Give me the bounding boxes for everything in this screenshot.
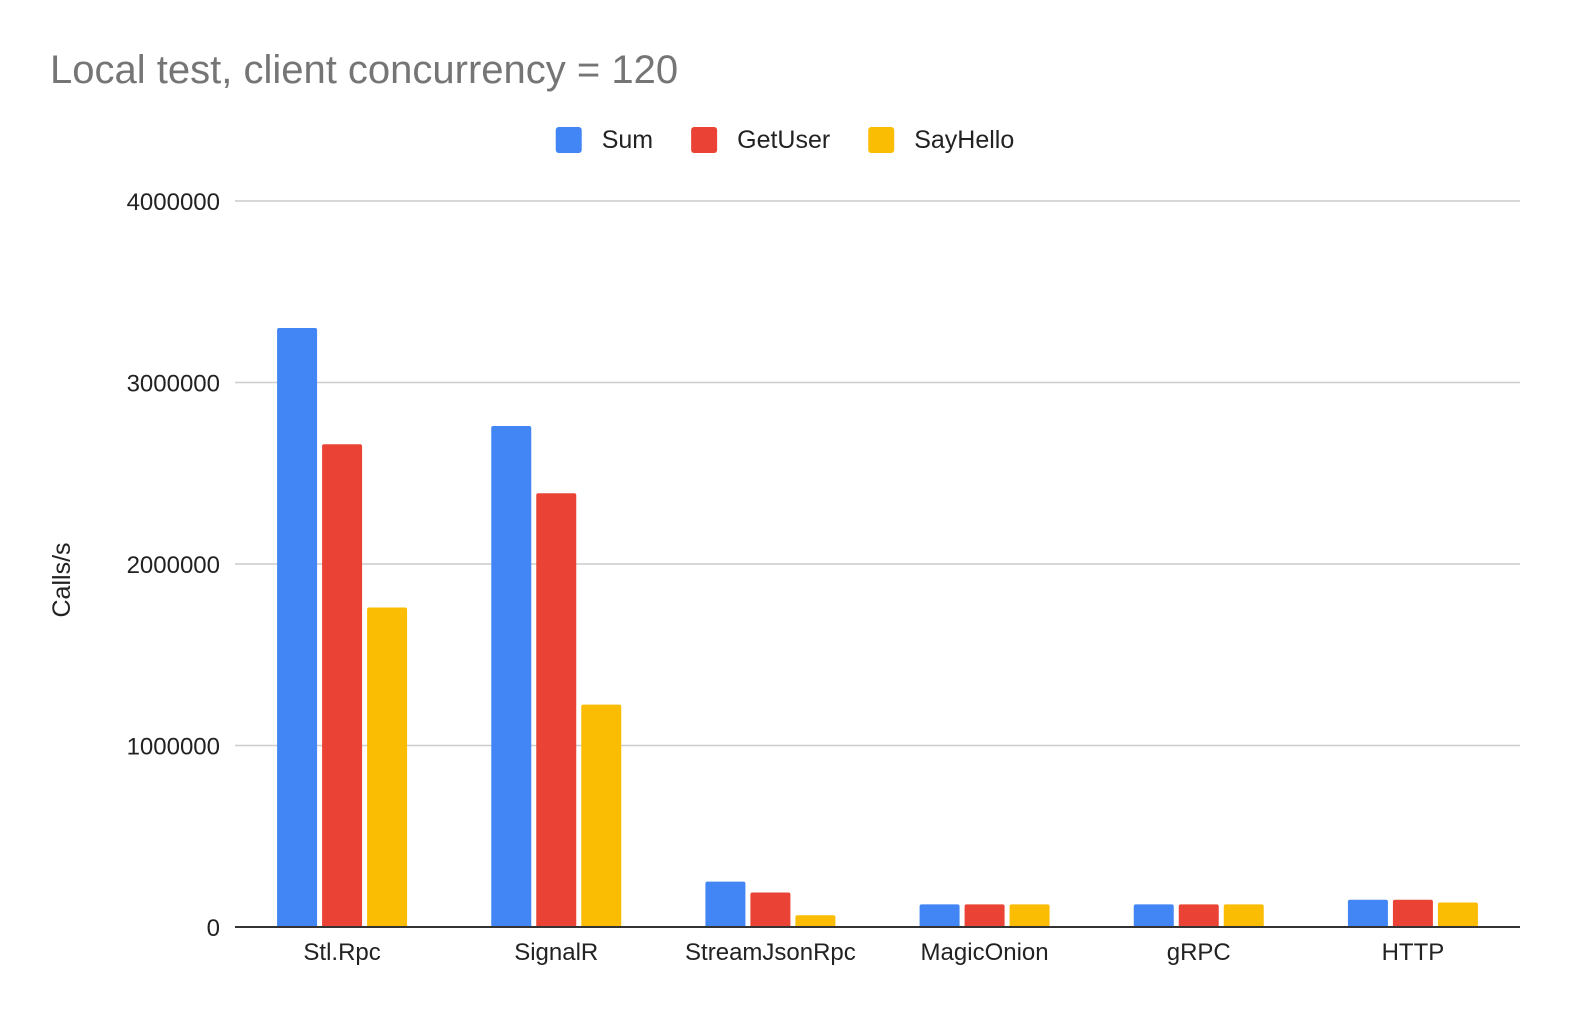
bar-sayhello-streamjsonrpc	[795, 915, 836, 927]
chart-title: Local test, client concurrency = 120	[50, 48, 678, 92]
x-tick-label: HTTP	[1382, 939, 1445, 966]
legend-swatch	[555, 127, 582, 153]
bar-sum-http	[1347, 899, 1388, 927]
x-tick-label: StreamJsonRpc	[685, 939, 856, 966]
legend-label: SayHello	[914, 126, 1014, 154]
bar-sayhello-grpc	[1223, 904, 1264, 927]
legend: Sum GetUser SayHello	[555, 126, 1014, 154]
legend-swatch	[868, 127, 895, 153]
bar-sayhello-stl-rpc	[367, 607, 408, 927]
gridlines	[235, 200, 1520, 747]
legend-label: GetUser	[737, 126, 830, 154]
x-axis-ticks: Stl.Rpc SignalR StreamJsonRpc MagicOnion gRP…	[303, 939, 1444, 966]
legend-item-sayhello: SayHello	[868, 126, 1014, 154]
legend-item-sum: Sum	[555, 126, 653, 154]
y-tick-label: 2000000	[127, 552, 220, 579]
legend-swatch	[691, 127, 718, 153]
bar-getuser-stl-rpc	[322, 444, 363, 927]
bars	[277, 328, 1478, 927]
y-axis-ticks: 0 1000000 2000000 3000000 4000000	[127, 189, 220, 942]
y-tick-label: 4000000	[127, 189, 220, 216]
x-tick-label: Stl.Rpc	[303, 939, 380, 966]
y-tick-label: 3000000	[127, 371, 220, 398]
bar-sayhello-http	[1437, 902, 1478, 927]
bar-sayhello-signalr	[581, 704, 622, 927]
bar-sum-streamjsonrpc	[705, 881, 746, 927]
bar-sum-magiconion	[919, 904, 960, 927]
bar-getuser-streamjsonrpc	[750, 892, 791, 927]
bar-sayhello-magiconion	[1009, 904, 1050, 927]
bar-getuser-grpc	[1178, 904, 1219, 927]
x-tick-label: gRPC	[1167, 939, 1231, 966]
bar-getuser-magiconion	[964, 904, 1005, 927]
bar-getuser-http	[1392, 899, 1433, 927]
legend-label: Sum	[602, 126, 653, 154]
y-axis-title: Calls/s	[48, 542, 76, 617]
legend-item-getuser: GetUser	[691, 126, 830, 154]
y-tick-label: 1000000	[127, 734, 220, 761]
bar-getuser-signalr	[536, 493, 577, 927]
bar-sum-signalr	[491, 426, 532, 927]
bar-sum-grpc	[1133, 904, 1174, 927]
x-tick-label: SignalR	[514, 939, 598, 966]
x-tick-label: MagicOnion	[921, 939, 1049, 966]
y-tick-label: 0	[207, 915, 220, 942]
bar-sum-stl-rpc	[277, 328, 318, 927]
